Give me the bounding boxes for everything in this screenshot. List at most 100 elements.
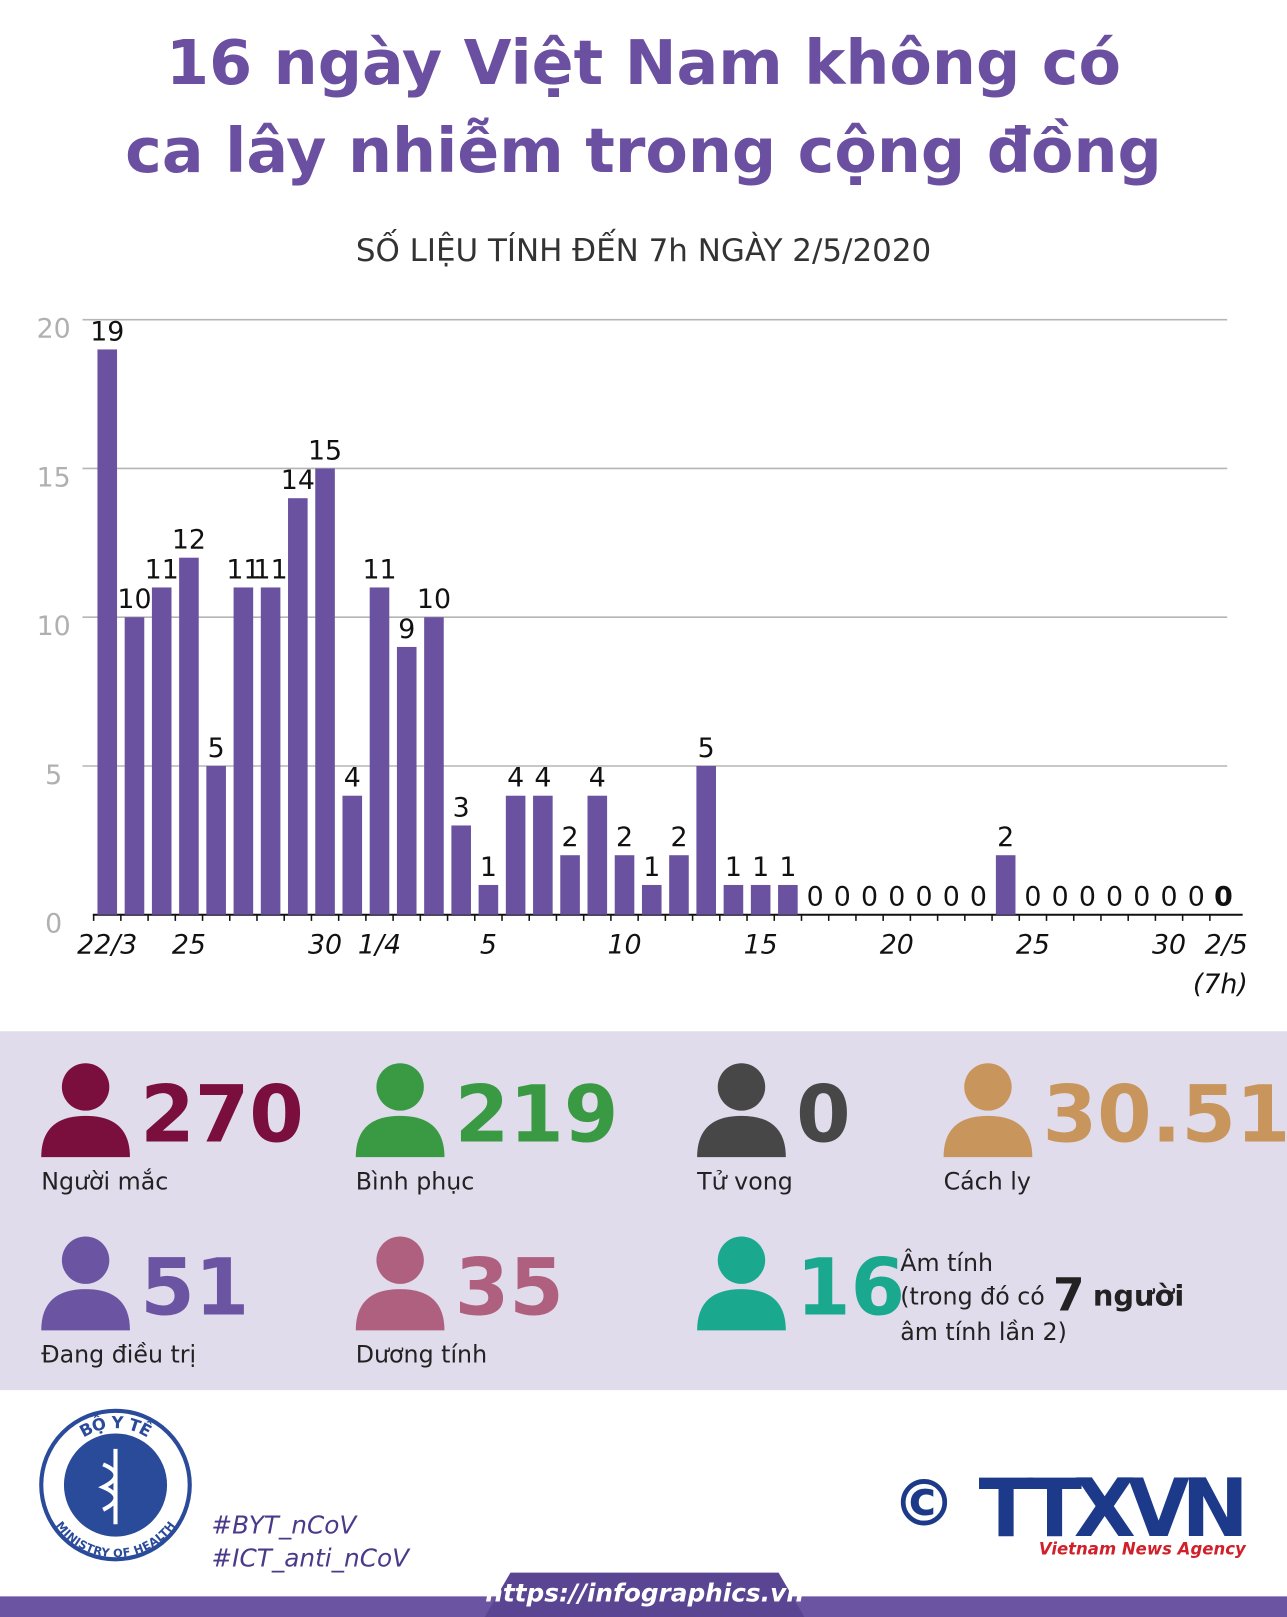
value-label: 4	[507, 763, 524, 794]
bar	[505, 795, 526, 915]
value-label: 0	[861, 882, 878, 913]
value-label: 19	[90, 316, 124, 347]
stat-label: Người mắc	[41, 1167, 168, 1195]
url-tab	[484, 1572, 805, 1617]
bar	[396, 646, 417, 915]
stat-value: 219	[455, 1069, 619, 1160]
value-label: 14	[281, 465, 315, 496]
value-label: 11	[362, 554, 396, 585]
value-label: 0	[915, 882, 932, 913]
bar	[206, 765, 226, 915]
person-body	[41, 1115, 130, 1158]
value-label: 4	[534, 763, 551, 794]
value-label: 1	[779, 852, 796, 883]
x-tick-label: 25	[172, 929, 206, 960]
person-body	[697, 1115, 786, 1158]
y-tick-label: 20	[37, 314, 71, 345]
stat-label: Cách ly	[944, 1167, 1031, 1195]
value-label: 0	[888, 882, 905, 913]
bar	[696, 765, 716, 915]
person-body	[355, 1115, 445, 1158]
bar	[533, 795, 553, 915]
stat-note: âm tính lần 2)	[900, 1318, 1067, 1346]
hashtag: #BYT_nCoV	[211, 1510, 358, 1539]
stat-note-part: người	[1093, 1278, 1184, 1312]
person-head	[376, 1236, 424, 1284]
x-tick-label: 5	[480, 929, 497, 960]
value-label: 2	[562, 822, 579, 853]
value-label: 5	[698, 733, 715, 764]
person-head	[61, 1236, 110, 1284]
agency-sub: Vietnam News Agency	[1039, 1539, 1247, 1558]
bar	[587, 795, 608, 915]
y-tick-label: 0	[45, 909, 62, 940]
agency: TTXVN	[979, 1461, 1249, 1555]
bar	[641, 884, 662, 915]
value-label: 1	[643, 852, 660, 883]
x-tick-label: 2/5 (7h)	[1193, 929, 1248, 999]
y-tick-label: 10	[37, 611, 71, 642]
bar	[179, 557, 199, 915]
stat-value: 270	[140, 1069, 304, 1160]
value-label: 0	[1052, 882, 1069, 913]
value-label: 0	[1024, 882, 1041, 913]
value-label: 1	[480, 852, 497, 883]
value-label: 0	[1188, 882, 1205, 913]
person-head	[376, 1063, 424, 1111]
x-tick-label: 1/4	[358, 929, 401, 960]
bar	[424, 617, 444, 915]
stat-value: 35	[455, 1243, 564, 1334]
value-label: 0	[807, 882, 824, 913]
bar	[750, 884, 771, 915]
bar	[124, 617, 145, 915]
stat-value: 30.517	[1043, 1069, 1287, 1160]
bar	[315, 468, 335, 915]
person-head	[717, 1063, 766, 1111]
stat-label: Bình phục	[356, 1167, 475, 1195]
x-tick-label: 25	[1016, 929, 1050, 960]
bar	[342, 795, 363, 915]
value-label: 10	[417, 584, 451, 615]
stat-label: Âm tính	[900, 1249, 993, 1277]
logo-symbol	[98, 1448, 118, 1525]
bar	[97, 349, 118, 915]
value-label: 0	[943, 882, 960, 913]
bar	[288, 498, 308, 915]
bar	[614, 855, 635, 915]
x-tick-label: 15	[744, 929, 778, 960]
value-label: 4	[589, 763, 606, 794]
value-label: 0	[1079, 882, 1096, 913]
value-label: 0	[1133, 882, 1150, 913]
x-tick-label: 20	[880, 929, 914, 960]
value-label: 0	[1214, 882, 1233, 913]
bar	[778, 884, 798, 915]
title-line: 16 ngày Việt Nam không có	[166, 27, 1121, 99]
subtitle: SỐ LIỆU TÍNH ĐẾN 7h NGÀY 2/5/2020	[356, 229, 931, 269]
stat-note-part: 7	[1053, 1268, 1085, 1321]
bar	[369, 587, 390, 915]
bar	[723, 884, 744, 915]
stat-note: (trong đó có 7 người	[900, 1268, 1184, 1321]
value-label: 0	[970, 882, 987, 913]
bar	[560, 855, 580, 915]
value-label: 1	[725, 852, 742, 883]
person-body	[943, 1115, 1033, 1158]
value-label: 2	[670, 822, 687, 853]
bar	[669, 855, 689, 915]
hashtag: #ICT_anti_nCoV	[211, 1543, 411, 1572]
copyright: ©	[892, 1467, 956, 1541]
value-label: 11	[145, 554, 179, 585]
value-label: 12	[172, 525, 206, 556]
value-label: 15	[308, 435, 342, 466]
value-label: 5	[208, 733, 225, 764]
stat-value: 0	[796, 1069, 851, 1160]
stat-label: Tử vong	[696, 1167, 793, 1195]
y-tick-label: 5	[45, 760, 62, 791]
value-label: 4	[344, 763, 361, 794]
person-head	[61, 1063, 110, 1111]
title-line: ca lây nhiễm trong cộng đồng	[125, 115, 1162, 187]
x-tick-label: 10	[607, 929, 641, 960]
stat-label: Dương tính	[356, 1341, 487, 1369]
value-label: 0	[1106, 882, 1123, 913]
